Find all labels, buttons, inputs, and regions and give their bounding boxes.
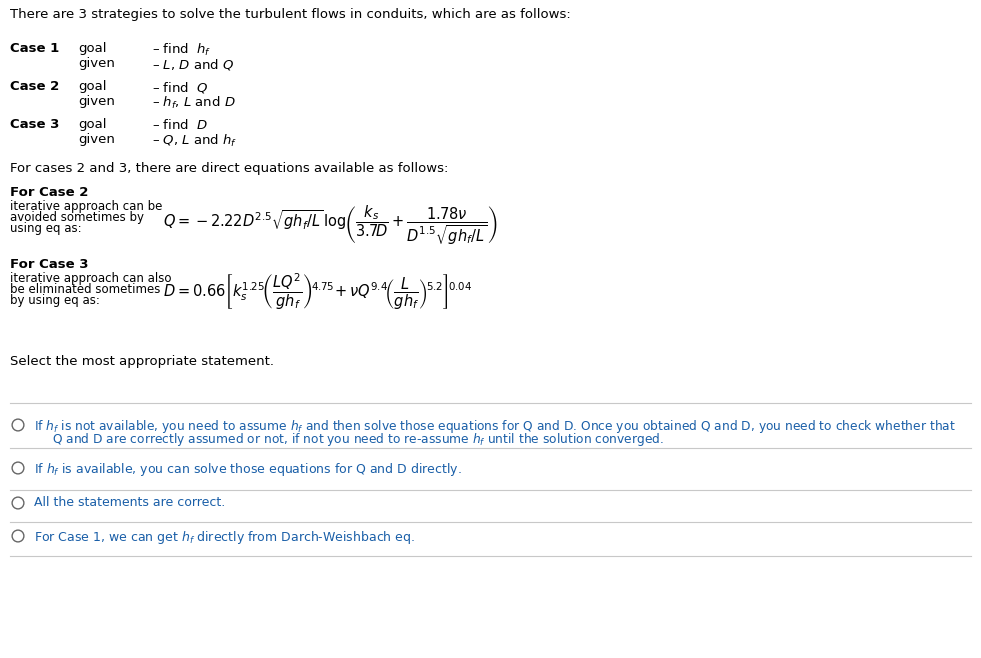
Text: Q and D are correctly assumed or not, if not you need to re-assume $h_f$ until t: Q and D are correctly assumed or not, if…: [52, 431, 664, 448]
Text: iterative approach can be: iterative approach can be: [10, 200, 163, 213]
Text: For Case 2: For Case 2: [10, 186, 88, 199]
Text: Case 3: Case 3: [10, 118, 60, 131]
Text: – find  $D$: – find $D$: [152, 118, 208, 132]
Text: avoided sometimes by: avoided sometimes by: [10, 211, 144, 224]
Text: If $h_f$ is not available, you need to assume $h_f$ and then solve those equatio: If $h_f$ is not available, you need to a…: [34, 418, 955, 435]
Text: be eliminated sometimes: be eliminated sometimes: [10, 283, 160, 296]
Text: goal: goal: [78, 42, 107, 55]
Text: Case 2: Case 2: [10, 80, 59, 93]
Text: – find  $Q$: – find $Q$: [152, 80, 208, 95]
Text: goal: goal: [78, 118, 107, 131]
Text: – $L$, $D$ and $Q$: – $L$, $D$ and $Q$: [152, 57, 234, 72]
Text: given: given: [78, 57, 115, 70]
Text: goal: goal: [78, 80, 107, 93]
Text: – find  $h_f$: – find $h_f$: [152, 42, 211, 58]
Text: by using eq as:: by using eq as:: [10, 294, 100, 307]
Text: $Q = -2.22D^{2.5}\sqrt{gh_f/L}\,\log\!\left(\dfrac{k_s}{3.7D}+\dfrac{1.78\nu}{D^: $Q = -2.22D^{2.5}\sqrt{gh_f/L}\,\log\!\l…: [163, 204, 497, 247]
Text: All the statements are correct.: All the statements are correct.: [34, 496, 226, 509]
Text: – $Q$, $L$ and $h_f$: – $Q$, $L$ and $h_f$: [152, 133, 237, 149]
Text: $D = 0.66\left[k_s^{1.25}\!\left(\dfrac{LQ^2}{gh_f}\right)^{\!4.75}\!+\nu Q^{9.4: $D = 0.66\left[k_s^{1.25}\!\left(\dfrac{…: [163, 272, 472, 313]
Text: Select the most appropriate statement.: Select the most appropriate statement.: [10, 355, 274, 368]
Text: iterative approach can also: iterative approach can also: [10, 272, 172, 285]
Text: given: given: [78, 95, 115, 108]
Text: given: given: [78, 133, 115, 146]
Text: For Case 1, we can get $h_f$ directly from Darch-Weishbach eq.: For Case 1, we can get $h_f$ directly fr…: [34, 529, 415, 546]
Text: If $h_f$ is available, you can solve those equations for Q and D directly.: If $h_f$ is available, you can solve tho…: [34, 461, 462, 478]
Text: – $h_f$, $L$ and $D$: – $h_f$, $L$ and $D$: [152, 95, 235, 111]
Text: using eq as:: using eq as:: [10, 222, 81, 235]
Text: For cases 2 and 3, there are direct equations available as follows:: For cases 2 and 3, there are direct equa…: [10, 162, 448, 175]
Text: There are 3 strategies to solve the turbulent flows in conduits, which are as fo: There are 3 strategies to solve the turb…: [10, 8, 571, 21]
Text: For Case 3: For Case 3: [10, 258, 88, 271]
Text: Case 1: Case 1: [10, 42, 59, 55]
